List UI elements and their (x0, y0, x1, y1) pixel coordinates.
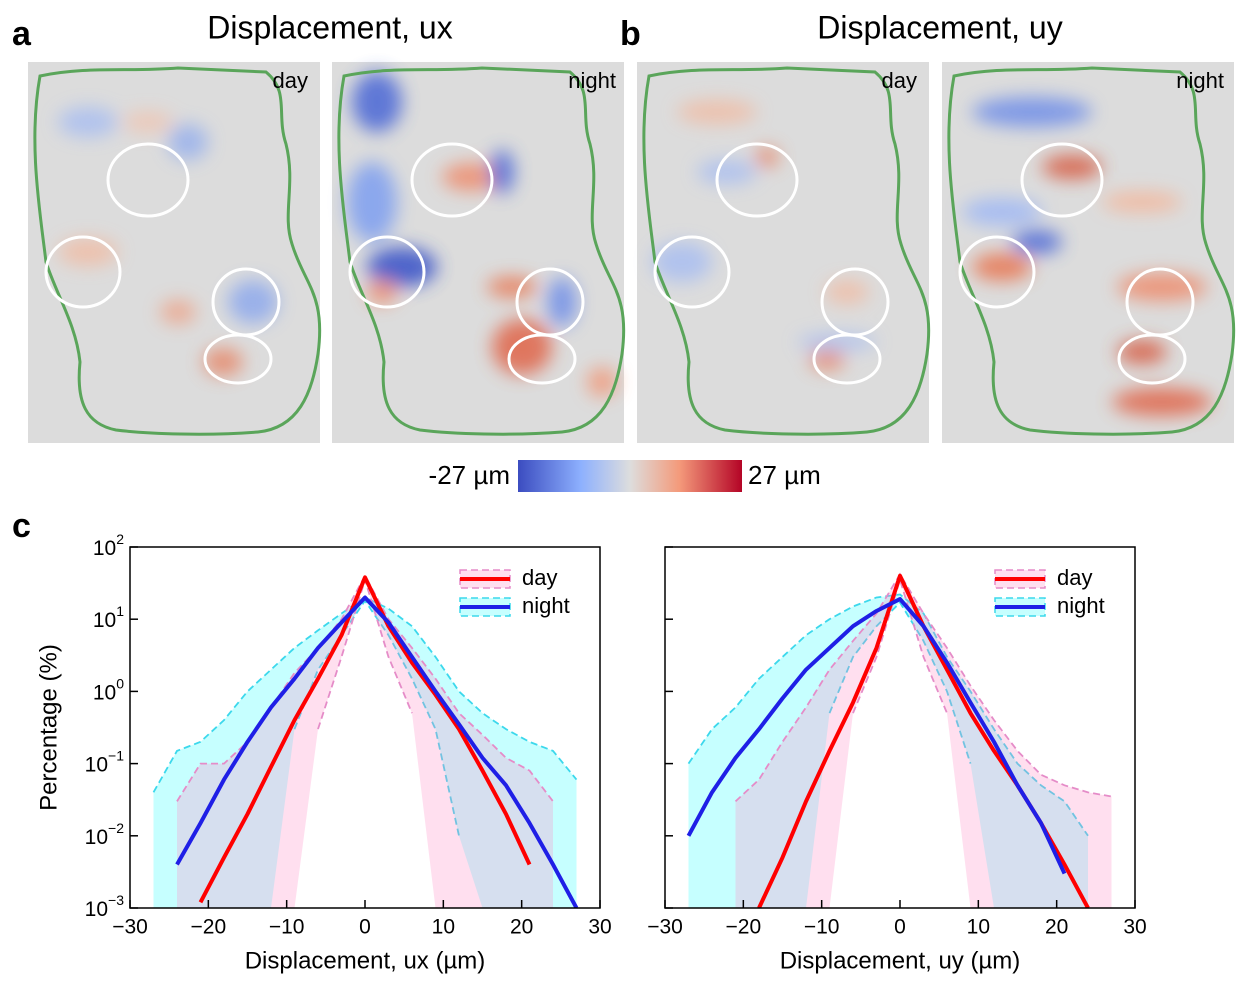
x-axis-label: Displacement, uy (µm) (780, 947, 1021, 974)
panel-title: Displacement, uy (817, 9, 1062, 45)
x-tick-label: −10 (269, 916, 305, 939)
x-tick-label: −20 (191, 916, 227, 939)
heatmap-bg (942, 62, 1234, 443)
range-band (153, 597, 577, 908)
x-tick-label: 0 (894, 916, 906, 939)
legend-label: night (522, 593, 570, 618)
y-tick-label: 102 (93, 531, 124, 560)
x-tick-label: 20 (510, 916, 533, 939)
x-tick-label: 30 (1123, 916, 1146, 939)
series-line (198, 575, 532, 904)
panel-tag: day (273, 68, 308, 93)
panel-tag: night (568, 68, 616, 93)
range-edge (852, 576, 948, 714)
range-band (177, 575, 553, 908)
range-band (688, 594, 1088, 908)
x-tick-label: 20 (1045, 916, 1068, 939)
legend-label: night (1057, 593, 1105, 618)
y-tick-label: 10−3 (85, 892, 125, 921)
range-band (735, 574, 1112, 908)
plot-area (152, 573, 579, 908)
y-tick-label: 10−2 (85, 820, 125, 849)
heatmap: night (332, 62, 626, 443)
heatmap-field (652, 100, 877, 370)
heatmap: night (942, 62, 1236, 443)
x-tick-label: 30 (588, 916, 611, 939)
colorbar (518, 460, 742, 492)
panel-label: b (620, 15, 641, 53)
legend-label: day (522, 565, 557, 590)
plot-area (686, 572, 1112, 908)
colorbar-max: 27 µm (748, 460, 821, 490)
series-line (175, 595, 579, 908)
colorbar-min: -27 µm (429, 460, 510, 490)
y-axis-label: Percentage (%) (35, 644, 62, 811)
x-tick-label: 10 (967, 916, 990, 939)
x-tick-label: 10 (432, 916, 455, 939)
x-tick-label: 0 (359, 916, 371, 939)
range-edge (176, 573, 554, 802)
range-edge (734, 572, 1112, 803)
panel-title: Displacement, ux (207, 9, 452, 45)
heatmap: day (28, 62, 322, 443)
range-edge (828, 601, 972, 764)
x-tick-label: −20 (726, 916, 762, 939)
range-edge (293, 599, 460, 836)
panel-label: a (12, 15, 32, 53)
series-line (686, 597, 1067, 875)
x-tick-label: −30 (647, 916, 683, 939)
legend-label: day (1057, 565, 1092, 590)
y-tick-label: 101 (93, 603, 124, 632)
heatmap-field (58, 107, 278, 376)
x-tick-label: −10 (804, 916, 840, 939)
y-tick-label: 100 (93, 675, 124, 704)
heatmap: day (637, 62, 931, 443)
x-axis-label: Displacement, ux (µm) (245, 947, 486, 974)
x-tick-label: −30 (112, 916, 148, 939)
range-edge (687, 593, 1089, 837)
panel-tag: day (882, 68, 917, 93)
panel-tag: night (1176, 68, 1224, 93)
y-tick-label: 10−1 (85, 747, 125, 776)
panel-label: c (12, 507, 31, 545)
